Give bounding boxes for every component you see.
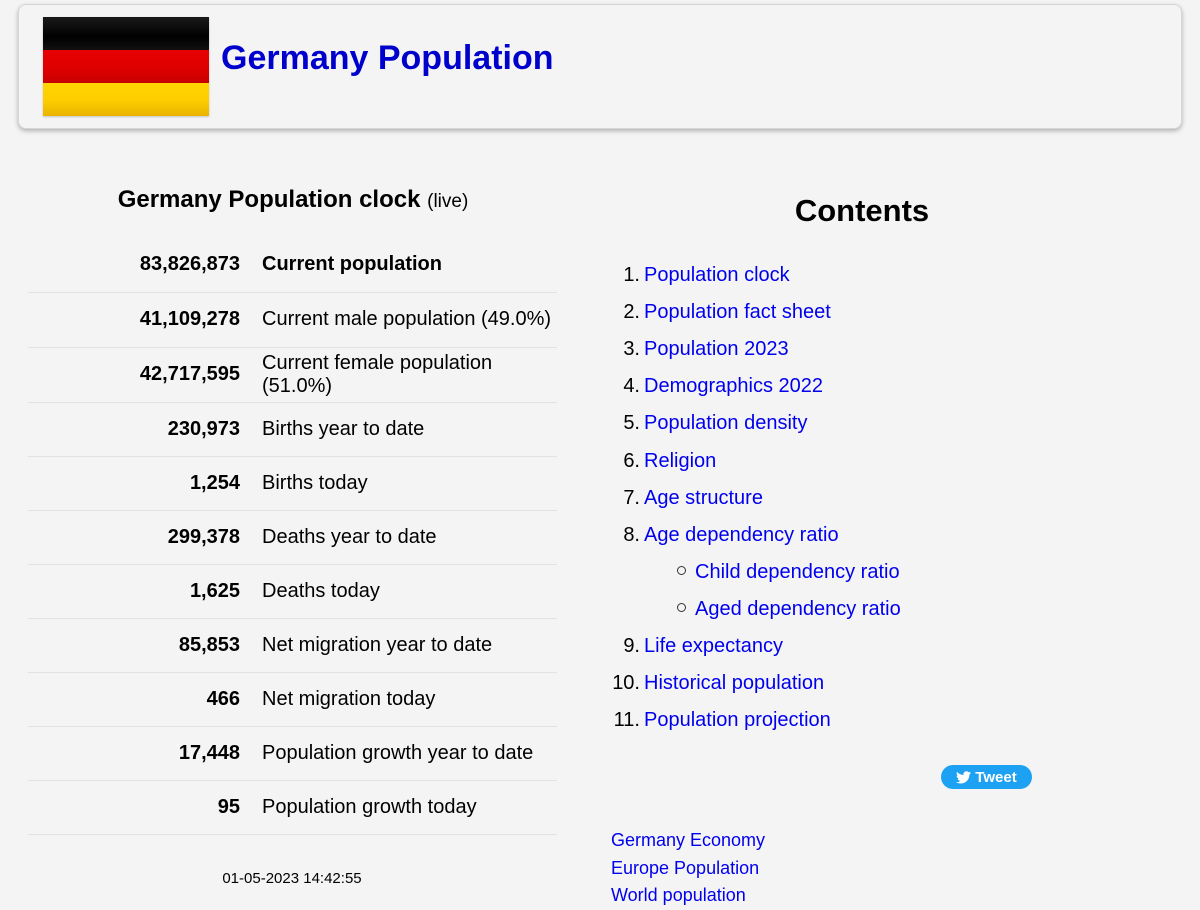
clock-label: Net migration today [250, 672, 557, 727]
toc-number: 6. [623, 450, 640, 472]
clock-value: 42,717,595 [28, 347, 250, 403]
related-link[interactable]: World population [611, 885, 746, 905]
toc-link[interactable]: Demographics 2022 [644, 375, 823, 397]
clock-label: Deaths year to date [250, 510, 557, 565]
toc-link[interactable]: Population density [644, 412, 808, 434]
clock-label: Current female population (51.0%) [250, 347, 557, 403]
toc-link[interactable]: Population 2023 [644, 338, 789, 360]
tweet-button[interactable]: Tweet [941, 765, 1032, 789]
related-links: Germany Economy Europe Population World po… [611, 827, 765, 910]
toc-number: 9. [623, 635, 640, 657]
clock-value: 95 [28, 780, 250, 835]
clock-row: 95 Population growth today [28, 780, 557, 835]
toc-item: 3. Population 2023 [623, 338, 789, 362]
toc-number: 5. [623, 412, 640, 434]
live-label: (live) [427, 191, 469, 212]
site-header: Germany Population [18, 4, 1182, 129]
toc-link[interactable]: Child dependency ratio [695, 561, 900, 583]
toc-item: 10. Historical population [612, 672, 825, 696]
page-title-link[interactable]: Germany Population [221, 39, 554, 77]
toc-number: 11. [613, 709, 640, 731]
clock-label: Current male population (49.0%) [250, 292, 557, 348]
circle-bullet-icon [677, 566, 686, 576]
related-link[interactable]: Europe Population [611, 857, 760, 878]
clock-value: 299,378 [28, 510, 250, 565]
toc-link[interactable]: Population projection [644, 709, 831, 731]
clock-label: Current population [250, 238, 557, 293]
germany-flag-icon [43, 17, 209, 116]
toc-item: 5. Population density [623, 412, 808, 436]
clock-label: Population growth today [250, 780, 557, 835]
clock-value: 1,254 [28, 456, 250, 511]
toc-link[interactable]: Population clock [644, 264, 790, 286]
clock-row: 83,826,873 Current population [28, 238, 557, 293]
toc-link[interactable]: Aged dependency ratio [695, 598, 901, 620]
population-clock-heading: Germany Population clock (live) [28, 186, 558, 214]
toc-number: 1. [623, 264, 640, 286]
toc-number: 10. [612, 672, 640, 694]
clock-label: Population growth year to date [250, 726, 557, 781]
clock-label: Births today [250, 456, 557, 511]
clock-value: 17,448 [28, 726, 250, 781]
clock-label: Net migration year to date [250, 618, 557, 673]
contents-heading: Contents [794, 193, 930, 228]
clock-row: 17,448 Population growth year to date [28, 726, 557, 781]
clock-value: 230,973 [28, 402, 250, 457]
related-link[interactable]: Germany Economy [611, 830, 766, 850]
population-clock-table: 83,826,873 Current population 41,109,278 Cu… [28, 238, 557, 835]
toc-item: 11. Population projection [614, 709, 831, 733]
clock-row: 230,973 Births year to date [28, 402, 557, 457]
tweet-label: Tweet [975, 768, 1017, 786]
clock-row: 299,378 Deaths year to date [28, 510, 557, 565]
clock-value: 466 [28, 672, 250, 727]
toc-item: 4. Demographics 2022 [623, 375, 823, 399]
toc-item: 2. Population fact sheet [623, 301, 831, 325]
toc-link[interactable]: Historical population [644, 672, 825, 694]
clock-label: Deaths today [250, 564, 557, 619]
clock-row: 1,625 Deaths today [28, 564, 557, 619]
clock-heading-text: Germany Population clock [117, 186, 421, 213]
toc-link[interactable]: Population fact sheet [644, 301, 831, 323]
clock-value: 41,109,278 [28, 292, 250, 348]
toc-number: 7. [623, 487, 640, 509]
clock-row: 466 Net migration today [28, 672, 557, 727]
toc-number: 4. [623, 375, 640, 397]
toc-number: 2. [623, 301, 640, 323]
toc-item: 6. Religion [623, 450, 717, 474]
clock-row: 85,853 Net migration year to date [28, 618, 557, 673]
clock-timestamp: 01-05-2023 14:42:55 [222, 870, 362, 887]
circle-bullet-icon [677, 603, 686, 613]
clock-row: 42,717,595 Current female population (51.… [28, 347, 557, 403]
toc-link[interactable]: Life expectancy [644, 635, 783, 657]
clock-row: 41,109,278 Current male population (49.0%… [28, 292, 557, 348]
toc-link[interactable]: Age structure [644, 487, 763, 509]
clock-label: Births year to date [250, 402, 557, 457]
clock-value: 83,826,873 [28, 238, 250, 293]
toc-item: 1. Population clock [623, 264, 790, 288]
toc-item: Child dependency ratio [677, 561, 900, 585]
toc-number: 8. [623, 524, 640, 546]
toc-item: Aged dependency ratio [677, 598, 901, 622]
toc-item: 7. Age structure [623, 487, 763, 511]
clock-value: 1,625 [28, 564, 250, 619]
toc-number: 3. [623, 338, 640, 360]
toc-link[interactable]: Age dependency ratio [644, 524, 839, 546]
twitter-bird-icon [956, 770, 972, 783]
clock-row: 1,254 Births today [28, 456, 557, 511]
clock-value: 85,853 [28, 618, 250, 673]
toc-item: 9. Life expectancy [623, 635, 783, 659]
toc-item: 8. Age dependency ratio [623, 524, 839, 548]
toc-link[interactable]: Religion [644, 450, 717, 472]
